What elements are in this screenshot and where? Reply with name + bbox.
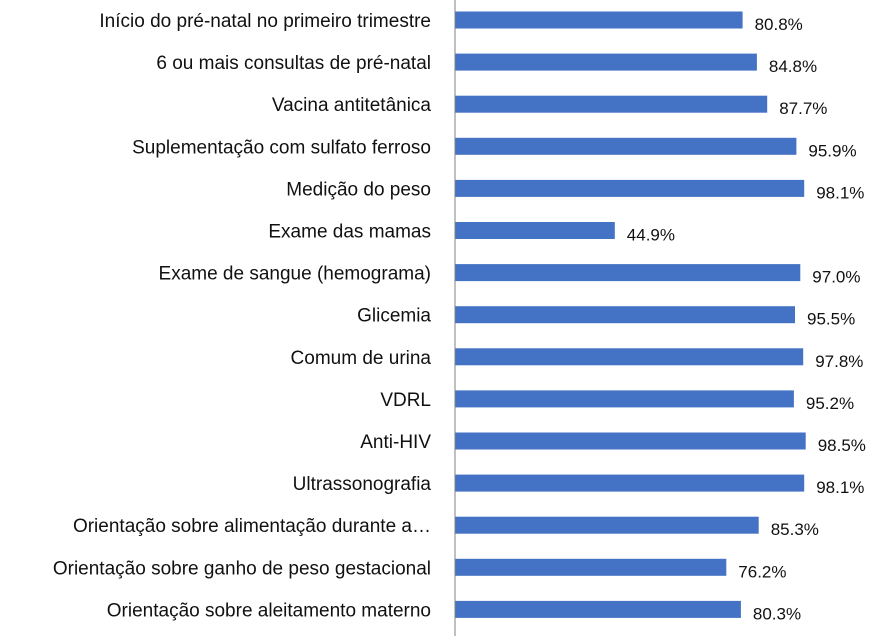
data-label: 98.1% [816, 478, 864, 497]
labels-layer: Início do pré-natal no primeiro trimestr… [53, 11, 866, 623]
category-label: Medição do peso [286, 179, 431, 200]
data-label: 97.8% [815, 352, 863, 371]
bar [455, 306, 795, 324]
data-label: 44.9% [627, 226, 675, 245]
bar [455, 600, 741, 618]
category-label: Exame de sangue (hemograma) [159, 264, 431, 285]
bar [455, 516, 759, 534]
category-label: Suplementação com sulfato ferroso [132, 137, 431, 158]
category-label: Anti-HIV [360, 432, 431, 453]
bar [455, 11, 743, 29]
category-label: 6 ou mais consultas de pré-natal [156, 53, 431, 74]
bar [455, 137, 797, 155]
category-label: Glicemia [357, 306, 431, 327]
bar [455, 390, 794, 408]
data-label: 97.0% [812, 268, 860, 287]
category-label: Exame das mamas [268, 222, 431, 243]
bar [455, 95, 768, 113]
category-label: Início do pré-natal no primeiro trimestr… [99, 11, 431, 32]
bar [455, 558, 727, 576]
data-label: 80.3% [753, 604, 801, 623]
data-label: 85.3% [771, 520, 819, 539]
bar [455, 53, 757, 71]
category-label: Ultrassonografia [293, 474, 432, 495]
data-label: 95.9% [808, 141, 856, 160]
category-label: Comum de urina [291, 348, 432, 369]
data-label: 76.2% [738, 562, 786, 581]
bars-layer [455, 11, 806, 618]
bar [455, 179, 805, 197]
data-label: 87.7% [779, 99, 827, 118]
bar [455, 264, 801, 282]
data-label: 95.2% [806, 394, 854, 413]
category-label: Orientação sobre aleitamento materno [107, 600, 431, 621]
data-label: 98.1% [816, 183, 864, 202]
category-label: VDRL [380, 390, 431, 411]
data-label: 98.5% [818, 436, 866, 455]
category-label: Vacina antitetânica [272, 95, 432, 116]
data-label: 95.5% [807, 310, 855, 329]
bar [455, 222, 615, 239]
bar [455, 474, 805, 492]
data-label: 84.8% [769, 57, 817, 76]
bar [455, 432, 806, 450]
category-label: Orientação sobre alimentação durante a… [73, 516, 431, 537]
data-label: 80.8% [755, 15, 803, 34]
category-label: Orientação sobre ganho de peso gestacion… [53, 558, 431, 579]
bar [455, 348, 804, 366]
